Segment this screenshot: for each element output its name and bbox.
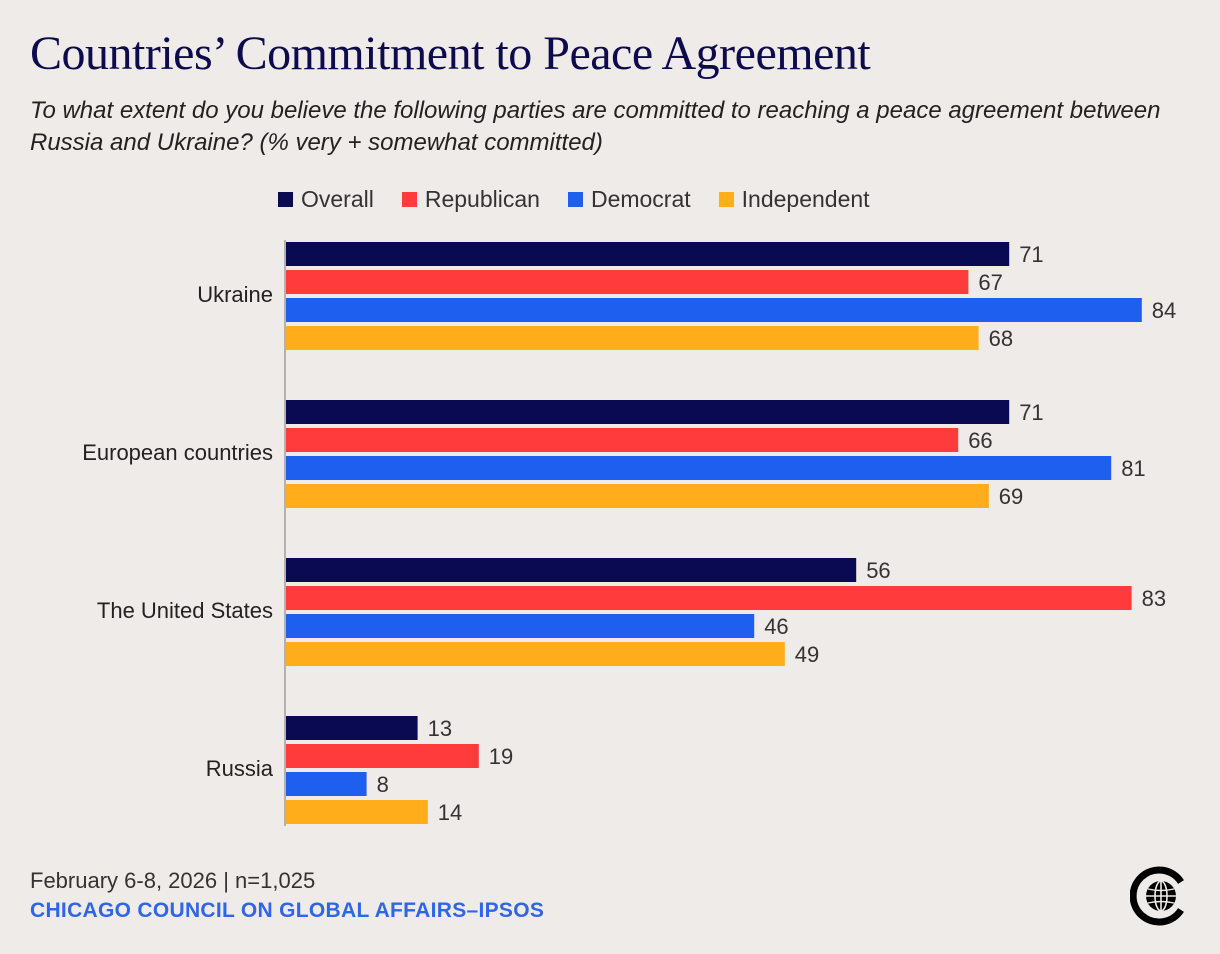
legend-item-overall: Overall [278,186,374,213]
data-label-the-united-states-democrat: 46 [764,614,788,639]
chart-subtitle: To what extent do you believe the follow… [30,97,1161,156]
bar-the-united-states-democrat [285,614,755,638]
bar-the-united-states-republican [285,586,1132,610]
bar-russia-overall [285,716,418,740]
data-label-european-countries-overall: 71 [1019,400,1043,425]
bar-european-countries-democrat [285,456,1112,480]
data-label-ukraine-overall: 71 [1019,242,1043,267]
data-label-ukraine-republican: 67 [978,270,1002,295]
data-label-russia-overall: 13 [428,716,452,741]
legend-item-independent: Independent [718,186,870,213]
legend: Overall Republican Democrat Independent [278,186,870,213]
data-label-ukraine-independent: 68 [989,326,1013,351]
footer-date: February 6-8, 2026 | n=1,025 [30,868,316,893]
legend-item-democrat: Democrat [567,186,691,213]
chart-title: Countries’ Commitment to Peace Agreement [30,27,871,80]
legend-item-republican: Republican [401,186,540,213]
legend-label-independent: Independent [741,186,870,212]
data-label-russia-republican: 19 [489,744,513,769]
legend-label-republican: Republican [424,186,540,212]
data-label-russia-independent: 14 [438,800,462,825]
bar-european-countries-independent [285,484,989,508]
bar-ukraine-overall [285,242,1010,266]
bar-ukraine-democrat [285,298,1142,322]
legend-swatch-overall [278,192,293,207]
legend-swatch-democrat [567,192,583,207]
category-label-the-united-states: The United States [97,598,273,623]
bar-european-countries-overall [285,400,1010,424]
bar-russia-independent [285,800,428,824]
data-label-the-united-states-overall: 56 [866,558,890,583]
category-label-ukraine: Ukraine [197,282,273,307]
data-label-the-united-states-republican: 83 [1142,586,1166,611]
data-label-european-countries-republican: 66 [968,428,992,453]
footer-source: CHICAGO COUNCIL ON GLOBAL AFFAIRS–IPSOS [30,899,545,922]
bar-ukraine-independent [285,326,979,350]
category-label-russia: Russia [206,756,274,781]
data-label-ukraine-democrat: 84 [1152,298,1176,323]
legend-swatch-independent [718,192,734,207]
legend-label-democrat: Democrat [590,186,691,212]
bar-the-united-states-overall [285,558,857,582]
bar-the-united-states-independent [285,642,785,666]
legend-swatch-republican [401,192,417,207]
data-label-russia-democrat: 8 [377,772,389,797]
legend-label-overall: Overall [301,186,374,212]
bar-russia-democrat [285,772,367,796]
bar-european-countries-republican [285,428,959,452]
chicago-council-globe-logo-icon [1130,866,1184,926]
bar-russia-republican [285,744,479,768]
data-label-european-countries-independent: 69 [999,484,1023,509]
category-label-european-countries: European countries [82,440,273,465]
bar-ukraine-republican [285,270,969,294]
data-label-european-countries-democrat: 81 [1121,456,1145,481]
data-label-the-united-states-independent: 49 [795,642,819,667]
